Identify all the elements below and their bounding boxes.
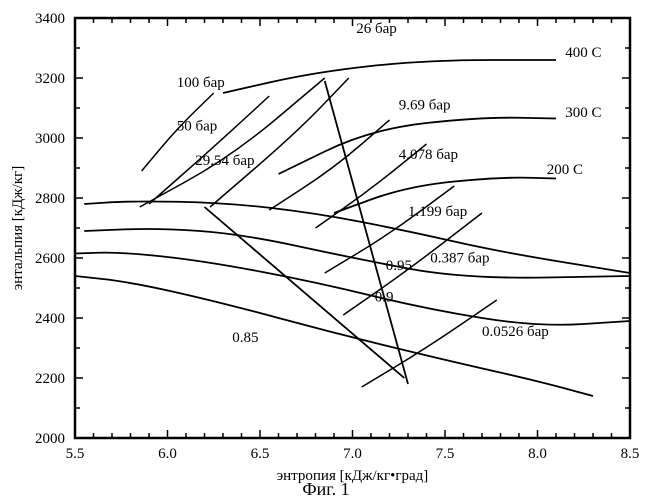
plot-frame — [75, 18, 630, 438]
xtick-label: 7.0 — [343, 446, 362, 462]
ytick-label: 2200 — [35, 371, 65, 387]
ytick-label: 3200 — [35, 71, 65, 87]
x-axis-label: энтропия [кДж/кг•град] — [277, 468, 429, 484]
xtick-label: 8.5 — [621, 446, 640, 462]
quality-label: 0.85 — [232, 330, 258, 346]
isobar-label: 1.199 бар — [408, 204, 467, 220]
xtick-label: 5.5 — [66, 446, 85, 462]
isobar-curve — [362, 300, 497, 387]
isobar-label: 4.078 бар — [399, 147, 458, 163]
ytick-label: 2000 — [35, 431, 65, 447]
isotherm-curve — [279, 118, 557, 174]
isotherm-curve — [223, 60, 556, 93]
xtick-label: 6.5 — [251, 446, 270, 462]
ytick-label: 2600 — [35, 251, 65, 267]
ytick-label: 2400 — [35, 311, 65, 327]
y-axis-label: энтальпия [кДж/кг] — [10, 166, 26, 291]
process-line — [325, 81, 408, 384]
isobar-label: 50 бар — [177, 119, 218, 135]
isobar-label: 29.54 бар — [195, 153, 254, 169]
quality-label: 0.95 — [386, 258, 412, 274]
saturation-curve — [84, 202, 630, 274]
ytick-label: 3400 — [35, 11, 65, 27]
isobar-label: 100 бар — [177, 75, 225, 91]
isotherm-label: 200 С — [547, 162, 583, 178]
ytick-label: 3000 — [35, 131, 65, 147]
mollier-chart: 5.5 6.0 6.5 7.0 7.5 8.0 8.5 2000 2200 2400 2600 280… — [0, 0, 653, 500]
ytick-label: 2800 — [35, 191, 65, 207]
xtick-label: 6.0 — [158, 446, 177, 462]
xtick-label: 7.5 — [436, 446, 455, 462]
xtick-label: 8.0 — [528, 446, 547, 462]
isobar-curve — [149, 96, 269, 204]
isobar-curve — [210, 78, 349, 207]
isobar-label: 26 бар — [356, 21, 397, 37]
isobar-label: 9.69 бар — [399, 98, 451, 114]
figure-caption: Фиг. 1 — [302, 479, 349, 499]
isotherm-label: 300 С — [565, 105, 601, 121]
isobar-label: 0.0526 бар — [482, 324, 549, 340]
isobar-label: 0.387 бар — [430, 251, 489, 267]
quality-label: 0.9 — [375, 290, 394, 306]
isotherm-label: 400 С — [565, 45, 601, 61]
